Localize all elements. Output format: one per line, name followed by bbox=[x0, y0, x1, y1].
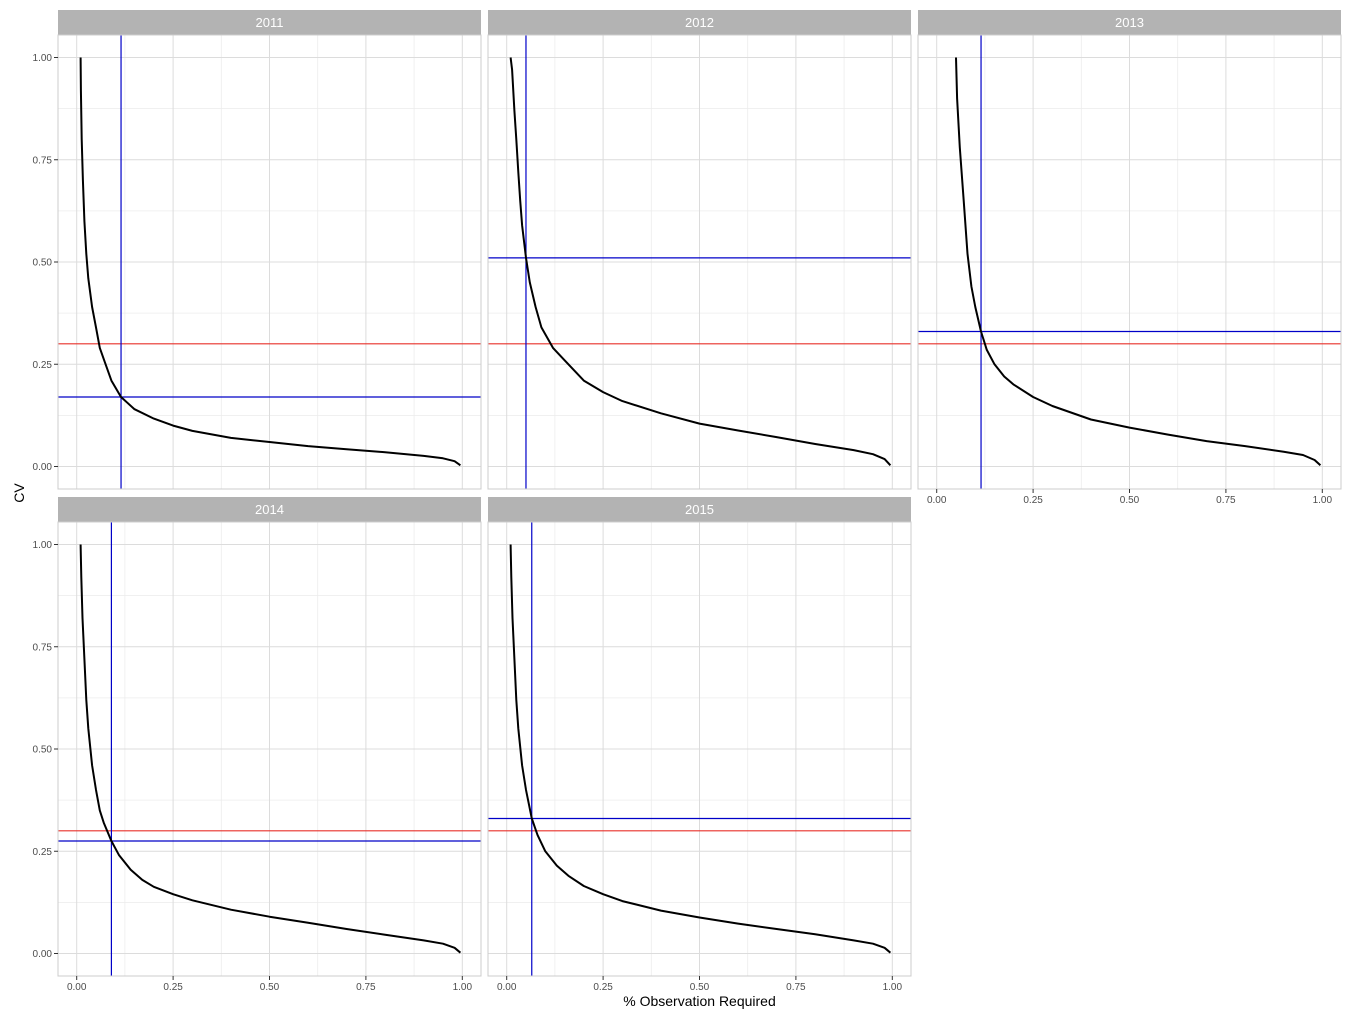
facet-strip-label: 2015 bbox=[685, 502, 714, 517]
y-tick-label: 1.00 bbox=[33, 53, 53, 64]
x-axis-title: % Observation Required bbox=[623, 993, 776, 1009]
y-tick-label: 0.25 bbox=[33, 847, 53, 858]
facet-strip bbox=[488, 10, 911, 35]
panel-2013: 2013 0.00 0.25 0.50 0.75 1.00 bbox=[917, 10, 1342, 506]
x-tick-label: 0.00 bbox=[497, 982, 517, 993]
x-tick-label: 0.25 bbox=[593, 982, 613, 993]
facet-strip-label: 2013 bbox=[1115, 15, 1144, 30]
x-tick-label: 0.50 bbox=[690, 982, 710, 993]
x-tick-label: 1.00 bbox=[453, 982, 473, 993]
x-tick-label: 0.25 bbox=[1023, 495, 1043, 506]
y-tick-label: 0.00 bbox=[33, 462, 53, 473]
facet-strip bbox=[58, 497, 481, 522]
y-tick-label: 1.00 bbox=[33, 540, 53, 551]
cv-curve bbox=[509, 544, 892, 954]
x-tick-label: 0.50 bbox=[1120, 495, 1140, 506]
facet-strip-label: 2012 bbox=[685, 15, 714, 30]
panel-2012: 2012 bbox=[487, 10, 912, 490]
y-tick-label: 0.50 bbox=[33, 258, 53, 269]
chart-panels: 2011 0.00 0.25 0.50 0.75 1.00 2012 2013 0.00 0.25… bbox=[33, 10, 1342, 993]
y-tick-label: 0.25 bbox=[33, 360, 53, 371]
x-tick-label: 1.00 bbox=[883, 982, 903, 993]
facet-strip bbox=[488, 497, 911, 522]
x-tick-label: 1.00 bbox=[1313, 495, 1333, 506]
y-tick-label: 0.75 bbox=[33, 155, 53, 166]
y-tick-label: 0.00 bbox=[33, 949, 53, 960]
panel-2015: 2015 0.00 0.25 0.50 0.75 1.00 bbox=[487, 497, 912, 993]
x-tick-label: 0.00 bbox=[927, 495, 947, 506]
y-tick-label: 0.50 bbox=[33, 745, 53, 756]
cv-curve bbox=[79, 57, 461, 467]
x-tick-label: 0.00 bbox=[67, 982, 87, 993]
x-tick-label: 0.25 bbox=[163, 982, 183, 993]
panel-2011: 2011 0.00 0.25 0.50 0.75 1.00 bbox=[33, 10, 482, 490]
facet-strip bbox=[58, 10, 481, 35]
panel-border bbox=[487, 34, 912, 490]
cv-curve bbox=[79, 544, 462, 954]
facet-strip bbox=[918, 10, 1341, 35]
panel-2014: 2014 0.00 0.25 0.50 0.75 1.00 0.00 0.25 0.50 0.75… bbox=[33, 497, 482, 993]
y-axis-title: CV bbox=[11, 483, 27, 503]
facet-strip-label: 2011 bbox=[256, 15, 284, 30]
x-tick-label: 0.50 bbox=[260, 982, 280, 993]
x-tick-label: 0.75 bbox=[1216, 495, 1236, 506]
facet-strip-label: 2014 bbox=[255, 502, 284, 517]
x-tick-label: 0.75 bbox=[786, 982, 806, 993]
cv-curve bbox=[509, 57, 892, 466]
y-tick-label: 0.75 bbox=[33, 642, 53, 653]
x-tick-label: 0.75 bbox=[356, 982, 376, 993]
cv-curve bbox=[955, 57, 1322, 467]
